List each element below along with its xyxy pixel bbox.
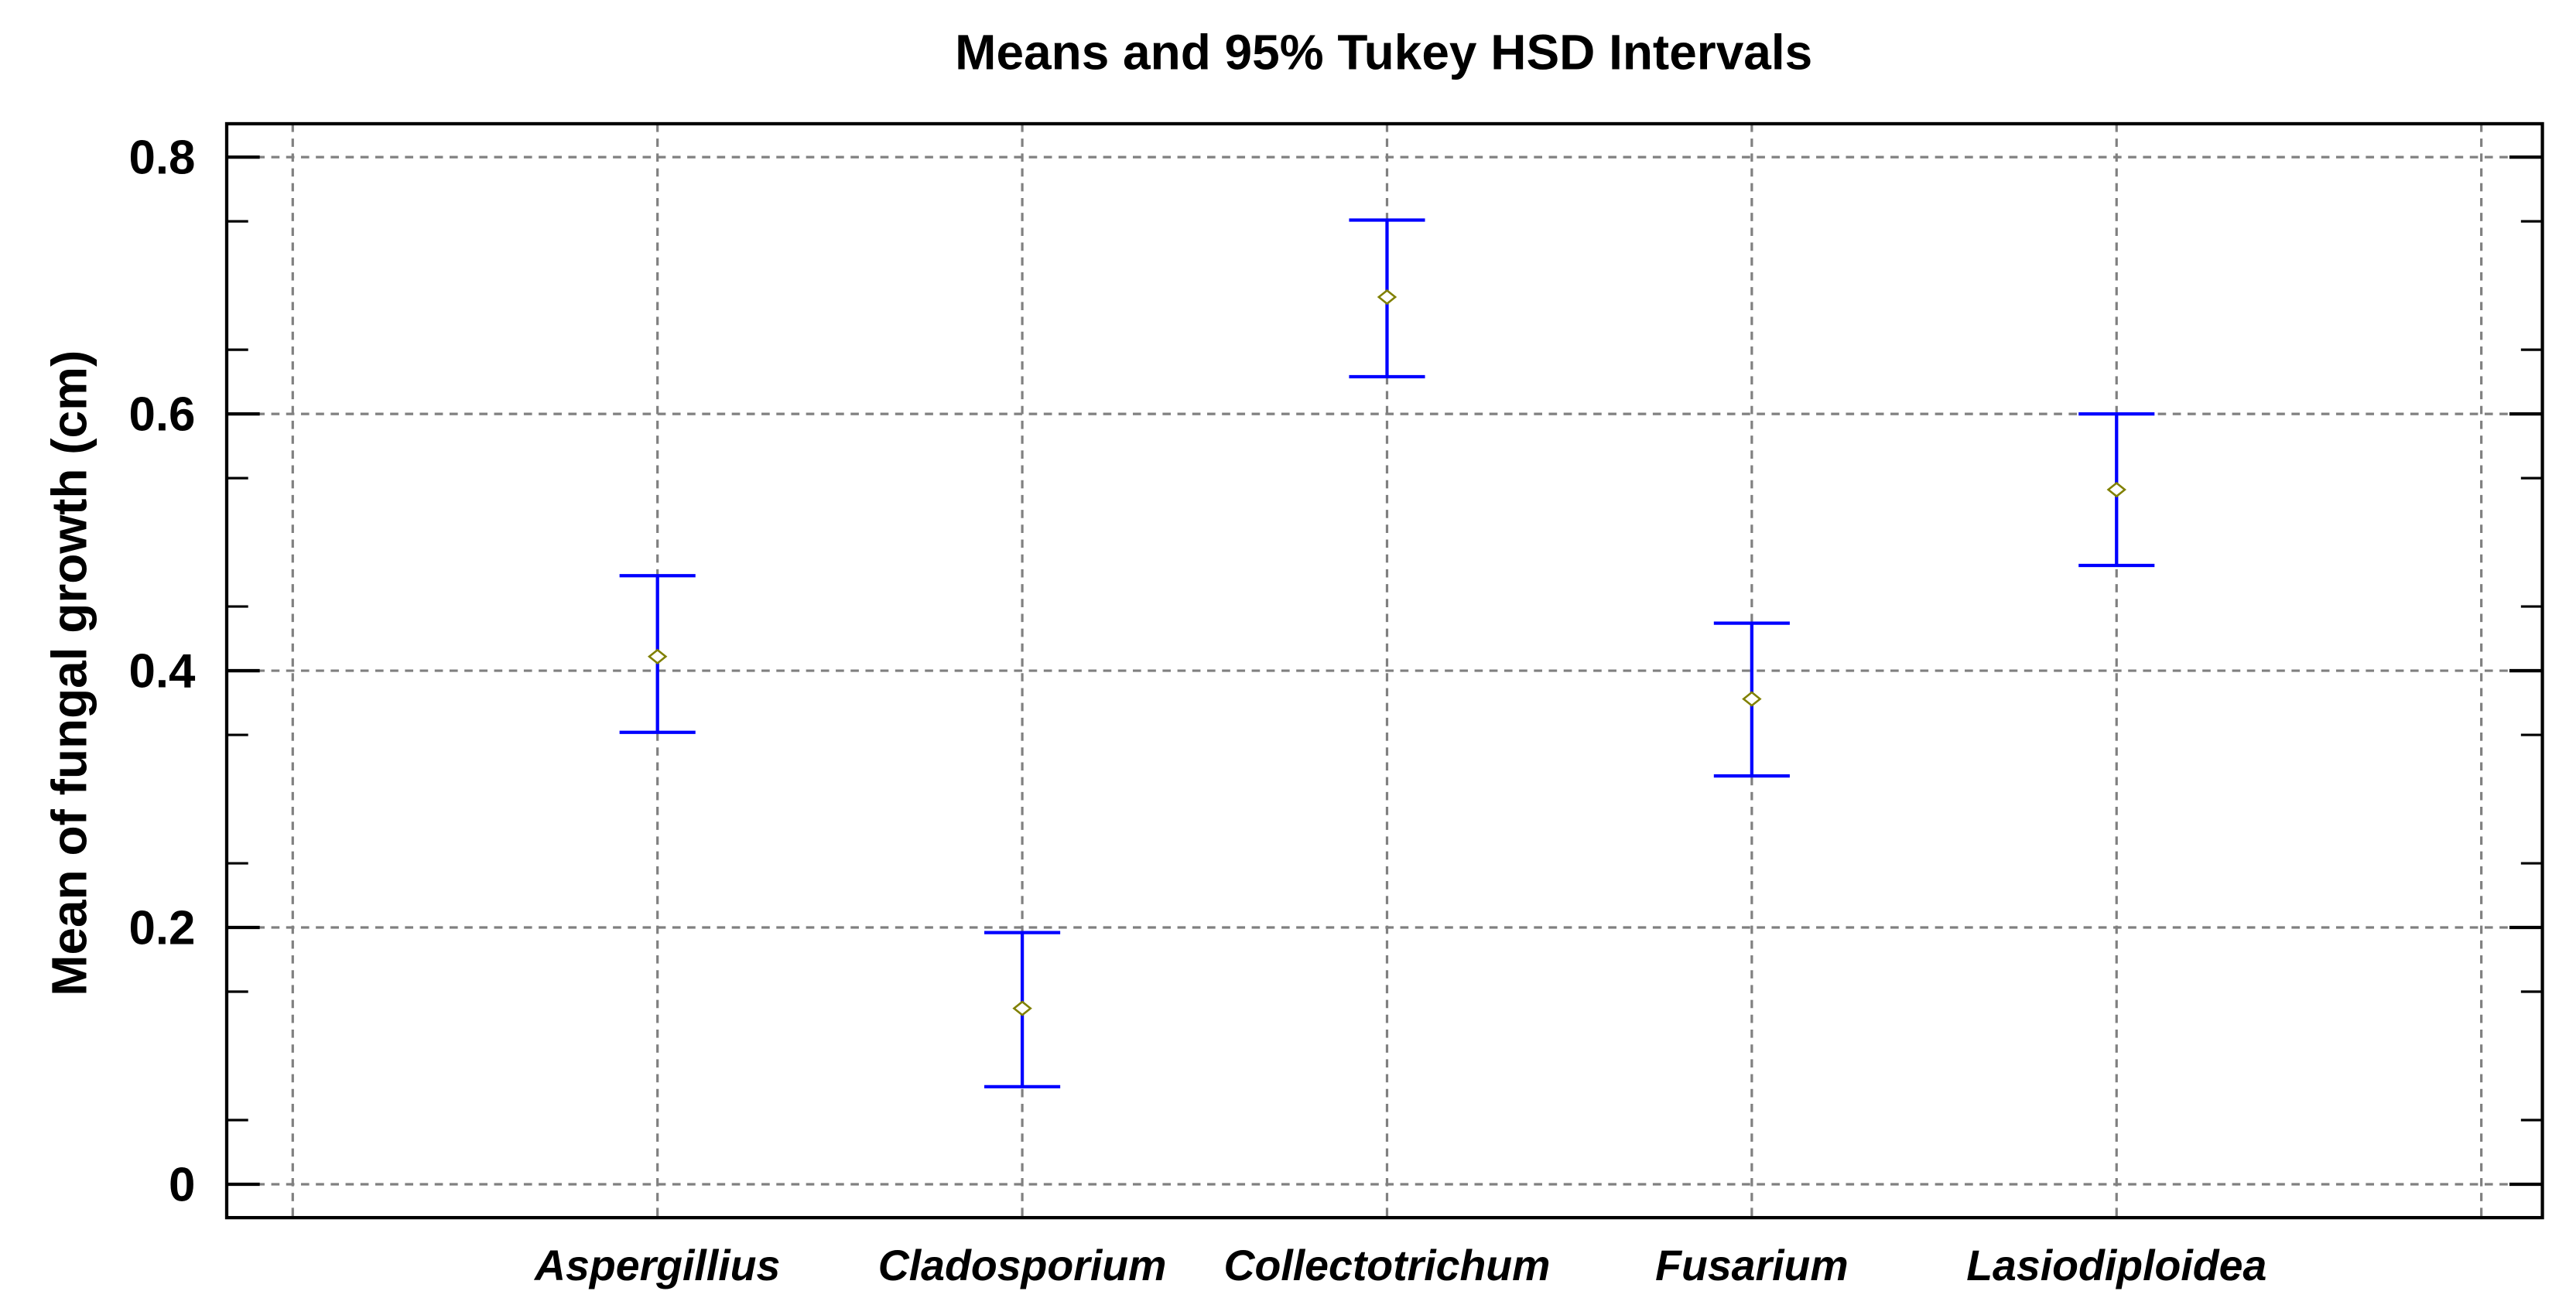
interval-collectotrichum [1349,218,1425,379]
x-tick-label: Lasiodiploidea [1966,1242,2266,1289]
intervals [619,218,2155,1088]
x-tick-label: Fusarium [1655,1242,1849,1289]
y-tick-label: 0 [169,1158,195,1211]
x-tick-label: Aspergillius [533,1242,780,1289]
y-tick-label: 0.4 [128,644,196,698]
y-axis-ticks: 0 0.2 0.4 0.6 0.8 [128,131,2543,1211]
interval-lasiodiploidea [2078,412,2155,568]
mean-marker [647,648,668,664]
grid [226,123,2543,1218]
mean-marker [1742,691,1762,707]
y-tick-label: 0.6 [128,388,195,441]
interval-cladosporium [984,931,1061,1088]
y-tick-label: 0.2 [128,901,195,955]
interval-fusarium [1713,621,1790,778]
chart-title: Means and 95% Tukey HSD Intervals [955,25,1812,80]
x-axis-labels: Aspergillius Cladosporium Collectotrichum F… [533,1242,2266,1289]
y-tick-label: 0.8 [128,131,195,184]
plot-frame [224,121,2544,1220]
interval-aspergillius [619,574,696,734]
x-tick-label: Collectotrichum [1223,1242,1550,1289]
mean-marker [1377,289,1397,306]
mean-marker [2106,481,2126,498]
x-tick-label: Cladosporium [878,1242,1167,1289]
y-axis-label: Mean of fungal growth (cm) [42,350,97,996]
mean-marker [1012,1000,1032,1016]
